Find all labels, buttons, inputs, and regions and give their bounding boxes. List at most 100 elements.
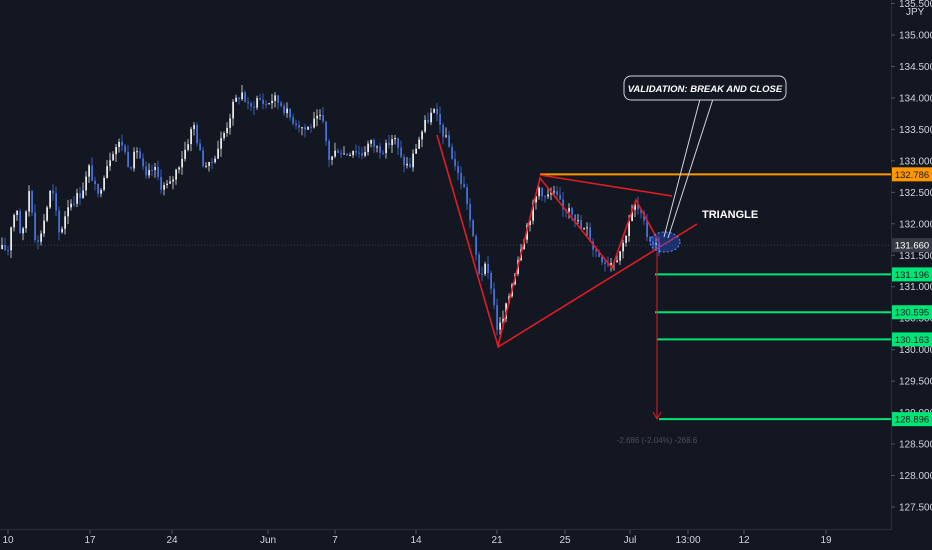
candle-body bbox=[556, 191, 558, 195]
candle-body bbox=[355, 150, 357, 153]
target-2-price-text: 130.595 bbox=[895, 308, 929, 319]
candle-body bbox=[439, 114, 441, 125]
candle-body bbox=[43, 220, 45, 234]
candle-body bbox=[277, 95, 279, 103]
candle-body bbox=[265, 103, 267, 105]
candle-body bbox=[226, 127, 228, 134]
candle-body bbox=[118, 141, 120, 148]
candle-body bbox=[4, 245, 6, 251]
candle-body bbox=[106, 166, 108, 178]
candle-body bbox=[406, 163, 408, 166]
candle-body bbox=[121, 141, 123, 146]
candle-body bbox=[292, 117, 294, 124]
candle-body bbox=[253, 106, 255, 108]
candle-body bbox=[193, 124, 195, 130]
candle-body bbox=[286, 108, 288, 114]
target-1-price-text: 131.196 bbox=[895, 270, 929, 281]
candle-body bbox=[19, 210, 21, 234]
candle-body bbox=[298, 125, 300, 128]
callout-pointer-right bbox=[667, 98, 714, 239]
currency-label: JPY bbox=[906, 7, 925, 18]
candle-body bbox=[52, 190, 54, 194]
time-tick-label: Jun bbox=[260, 535, 276, 546]
time-tick-label: 24 bbox=[166, 535, 178, 546]
candle-body bbox=[31, 191, 33, 213]
candle-body bbox=[394, 138, 396, 140]
candle-body bbox=[316, 115, 318, 119]
candle-body bbox=[442, 124, 444, 137]
candle-body bbox=[652, 241, 654, 245]
candle-body bbox=[187, 144, 189, 150]
candle-body bbox=[124, 145, 126, 153]
candle-body bbox=[457, 166, 459, 174]
candle-body bbox=[535, 196, 537, 203]
candle-body bbox=[463, 184, 465, 188]
candle-body bbox=[7, 250, 9, 252]
candle-body bbox=[301, 127, 303, 129]
candle-body bbox=[220, 138, 222, 149]
candle-body bbox=[328, 140, 330, 160]
candle-body bbox=[595, 249, 597, 252]
candle-body bbox=[466, 187, 468, 205]
candle-body bbox=[373, 139, 375, 147]
candle-body bbox=[115, 147, 117, 155]
target-3-price-text: 130.163 bbox=[895, 335, 929, 346]
candle-body bbox=[247, 101, 249, 104]
callout-box[interactable] bbox=[623, 75, 787, 101]
target-2-price-tag bbox=[892, 305, 932, 320]
candle-body bbox=[130, 167, 132, 169]
price-tick-label: 128.500 bbox=[899, 440, 932, 451]
candle-body bbox=[199, 143, 201, 151]
candle-body bbox=[157, 167, 159, 177]
candle-body bbox=[73, 203, 75, 205]
candle-body bbox=[304, 127, 306, 130]
price-tick-label: 131.000 bbox=[899, 282, 932, 293]
candle-body bbox=[445, 135, 447, 137]
candle-body bbox=[307, 126, 309, 130]
candle-body bbox=[166, 183, 168, 186]
candle-body bbox=[493, 288, 495, 306]
price-tick-label: 131.500 bbox=[899, 251, 932, 262]
candle-body bbox=[139, 151, 141, 159]
candle-body bbox=[94, 180, 96, 185]
candle-body bbox=[616, 260, 618, 263]
triangle-upper-line[interactable] bbox=[539, 174, 673, 197]
candle-body bbox=[145, 166, 147, 176]
candle-body bbox=[364, 152, 366, 156]
candle-body bbox=[574, 214, 576, 221]
time-tick-label: 25 bbox=[559, 535, 571, 546]
triangle-lower-line[interactable] bbox=[497, 223, 698, 348]
candle-body bbox=[160, 176, 162, 190]
candle-body bbox=[1, 245, 3, 249]
time-tick-label: Jul bbox=[624, 535, 637, 546]
candle-body bbox=[484, 263, 486, 274]
candle-body bbox=[280, 102, 282, 106]
candle-body bbox=[13, 214, 15, 228]
candle-body bbox=[25, 211, 27, 229]
candle-body bbox=[421, 131, 423, 140]
candle-body bbox=[544, 196, 546, 198]
zigzag-pattern-line[interactable] bbox=[436, 134, 661, 350]
candle-body bbox=[331, 156, 333, 160]
candle-body bbox=[433, 108, 435, 113]
breakout-highlight-ellipse[interactable] bbox=[649, 231, 681, 253]
candle-body bbox=[346, 153, 348, 156]
candle-body bbox=[313, 118, 315, 128]
candle-body bbox=[334, 150, 336, 157]
candle-body bbox=[97, 184, 99, 194]
target-4-price-text: 128.896 bbox=[895, 415, 929, 426]
candle-body bbox=[655, 243, 657, 245]
candle-body bbox=[127, 152, 129, 168]
candle-body bbox=[112, 154, 114, 161]
candle-body bbox=[190, 129, 192, 145]
candle-body bbox=[46, 207, 48, 221]
candle-body bbox=[598, 251, 600, 257]
candle-body bbox=[340, 152, 342, 154]
callout-text: VALIDATION: BREAK AND CLOSE bbox=[628, 84, 783, 95]
candle-body bbox=[22, 228, 24, 234]
candle-body bbox=[178, 167, 180, 170]
time-tick-label: 17 bbox=[84, 535, 96, 546]
candle-body bbox=[415, 148, 417, 154]
callout-pointer-left bbox=[663, 98, 701, 238]
